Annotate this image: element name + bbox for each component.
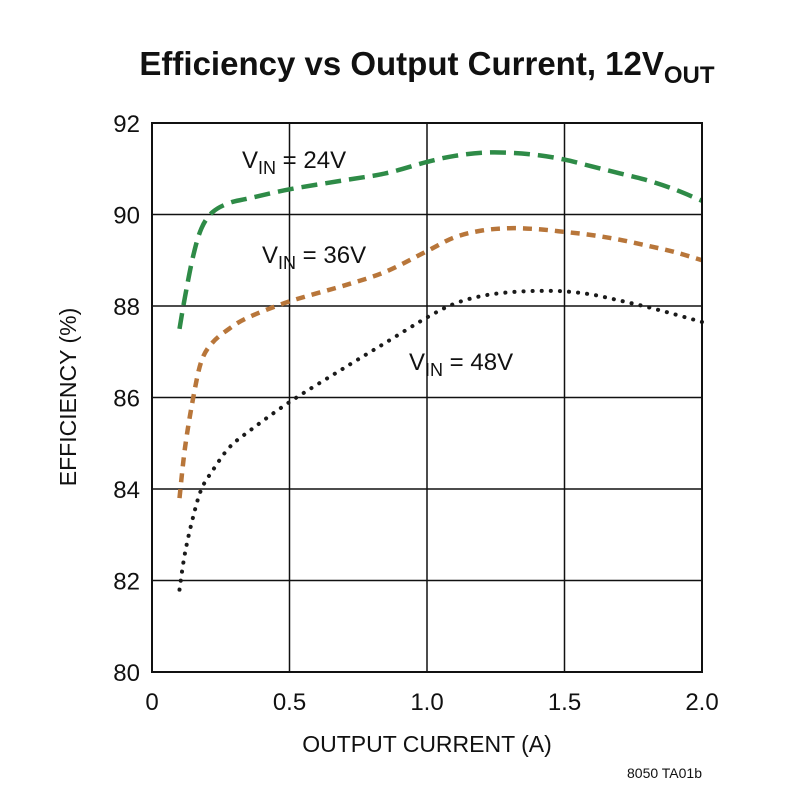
y-tick-label: 90	[113, 203, 140, 230]
series-line-1	[177, 150, 703, 330]
series-annotations: VIN = 24V VIN = 36V VIN = 48V	[242, 147, 513, 380]
chart-title: Efficiency vs Output Current, 12VOUT	[139, 45, 714, 89]
plot-frame	[151, 122, 703, 673]
x-tick-label: 0.5	[273, 689, 306, 716]
series-label-1: VIN = 24V	[242, 147, 346, 178]
x-axis-ticks: 0 0.5 1.0 1.5 2.0	[145, 689, 718, 716]
figure-id: 8050 TA01b	[627, 765, 702, 781]
series-label-3: VIN = 48V	[409, 349, 513, 380]
series-label-2: VIN = 36V	[262, 242, 366, 273]
y-tick-label: 86	[113, 386, 140, 413]
x-axis-label: OUTPUT CURRENT (A)	[302, 731, 552, 757]
series-line-3	[177, 288, 704, 592]
y-tick-label: 84	[113, 477, 140, 504]
x-tick-label: 1.5	[548, 689, 581, 716]
x-tick-label: 1.0	[410, 689, 443, 716]
y-tick-label: 80	[113, 660, 140, 687]
y-tick-label: 92	[113, 111, 140, 138]
x-tick-label: 2.0	[685, 689, 718, 716]
grid	[152, 123, 702, 672]
y-tick-label: 82	[113, 569, 140, 596]
x-tick-label: 0	[145, 689, 158, 716]
y-tick-label: 88	[113, 294, 140, 321]
y-axis-label: EFFICIENCY (%)	[55, 308, 81, 486]
y-axis-ticks: 80 82 84 86 88 90 92	[113, 111, 140, 687]
series-line-2	[177, 225, 703, 499]
series-group	[177, 150, 704, 592]
